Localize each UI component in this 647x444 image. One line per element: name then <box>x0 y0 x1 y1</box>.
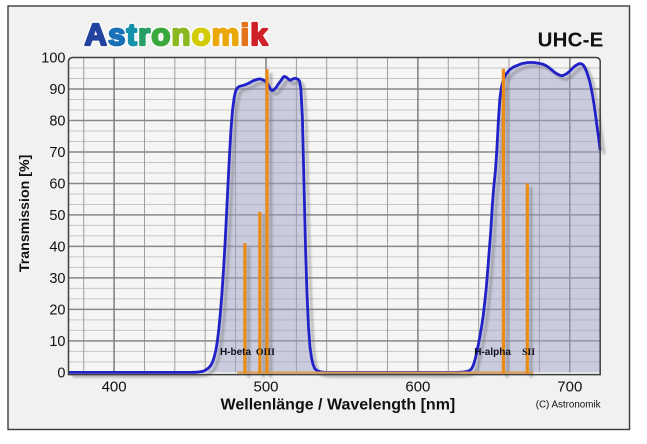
svg-text:500: 500 <box>253 378 278 395</box>
svg-text:Astronomik: Astronomik <box>85 17 269 52</box>
svg-text:UHC-E: UHC-E <box>538 28 604 51</box>
svg-text:0: 0 <box>57 366 65 382</box>
svg-text:H-beta: H-beta <box>220 347 252 358</box>
svg-text:H-alpha: H-alpha <box>474 347 511 358</box>
svg-text:SII: SII <box>522 347 535 358</box>
svg-text:70: 70 <box>49 145 65 161</box>
svg-text:10: 10 <box>49 334 65 350</box>
svg-text:60: 60 <box>49 177 65 193</box>
svg-text:20: 20 <box>49 303 65 319</box>
svg-text:(C) Astronomik: (C) Astronomik <box>536 400 601 411</box>
svg-text:600: 600 <box>405 378 430 395</box>
svg-text:80: 80 <box>49 114 65 130</box>
svg-text:700: 700 <box>557 378 582 395</box>
svg-text:Transmission [%]: Transmission [%] <box>17 155 33 272</box>
svg-text:30: 30 <box>49 271 65 287</box>
svg-text:40: 40 <box>49 240 65 256</box>
svg-text:Wellenlänge / Wavelength [nm]: Wellenlänge / Wavelength [nm] <box>221 397 456 414</box>
svg-text:100: 100 <box>41 51 65 67</box>
svg-text:Astronomik: Astronomik <box>85 17 269 52</box>
svg-text:50: 50 <box>49 208 65 224</box>
svg-text:OIII: OIII <box>256 347 275 358</box>
svg-text:90: 90 <box>49 82 65 98</box>
svg-text:400: 400 <box>102 378 127 395</box>
